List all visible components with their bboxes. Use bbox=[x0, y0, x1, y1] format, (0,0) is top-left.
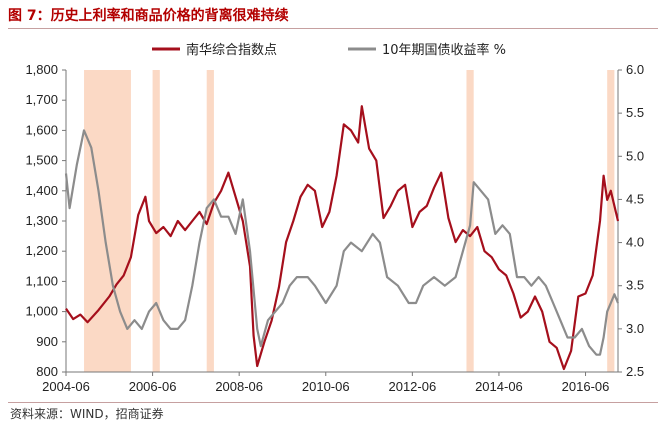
shaded-period-4 bbox=[607, 70, 615, 372]
x-tick-label: 2012-06 bbox=[388, 379, 436, 394]
x-tick-label: 2010-06 bbox=[302, 379, 350, 394]
x-tick-label: 2014-06 bbox=[475, 379, 523, 394]
y-right-tick-label: 2.5 bbox=[626, 364, 644, 379]
legend-label-2: 10年期国债收益率 % bbox=[382, 42, 506, 58]
y-left-tick-label: 1,600 bbox=[25, 122, 58, 137]
y-left-tick-label: 1,400 bbox=[25, 183, 58, 198]
shaded-period-1 bbox=[152, 70, 160, 372]
chart-axes: 800 900 1,000 1,100 1,200 1,300 1,400 1,500 1,60… bbox=[25, 62, 644, 394]
y-left-tick-label: 1,700 bbox=[25, 92, 58, 107]
y-right-tick-label: 4.5 bbox=[626, 191, 644, 206]
y-left-tick-label: 1,300 bbox=[25, 213, 58, 228]
x-tick-label: 2006-06 bbox=[129, 379, 177, 394]
x-tick-label: 2004-06 bbox=[42, 379, 90, 394]
series-line-2 bbox=[64, 129, 620, 356]
chart-series bbox=[64, 105, 620, 371]
y-left-tick-label: 1,100 bbox=[25, 273, 58, 288]
y-left-tick-label: 1,800 bbox=[25, 62, 58, 77]
y-right-tick-label: 5.0 bbox=[626, 148, 644, 163]
source-note: 资料来源：WIND，招商证券 bbox=[10, 407, 164, 421]
y-right-tick-label: 4.0 bbox=[626, 235, 644, 250]
legend-label-1: 南华综合指数点 bbox=[186, 42, 277, 58]
shaded-periods bbox=[84, 70, 615, 372]
series-line-1 bbox=[65, 105, 620, 371]
y-left-tick-label: 1,500 bbox=[25, 153, 58, 168]
y-right-tick-label: 6.0 bbox=[626, 62, 644, 77]
x-tick-label: 2008-06 bbox=[215, 379, 263, 394]
shaded-period-0 bbox=[84, 70, 131, 372]
title-divider bbox=[8, 28, 658, 29]
figure-title: 图 7：历史上利率和商品价格的背离很难持续 bbox=[8, 8, 289, 24]
y-left-tick-label: 900 bbox=[36, 334, 58, 349]
x-tick-label: 2016-06 bbox=[562, 379, 610, 394]
y-left-tick-label: 1,200 bbox=[25, 243, 58, 258]
y-right-tick-label: 3.5 bbox=[626, 278, 644, 293]
y-left-tick-label: 800 bbox=[36, 364, 58, 379]
source-divider bbox=[8, 402, 658, 403]
shaded-period-2 bbox=[206, 70, 214, 372]
y-right-tick-label: 5.5 bbox=[626, 105, 644, 120]
y-left-tick-label: 1,000 bbox=[25, 304, 58, 319]
y-right-tick-label: 3.0 bbox=[626, 321, 644, 336]
chart-legend: 南华综合指数点 10年期国债收益率 % bbox=[152, 42, 506, 58]
